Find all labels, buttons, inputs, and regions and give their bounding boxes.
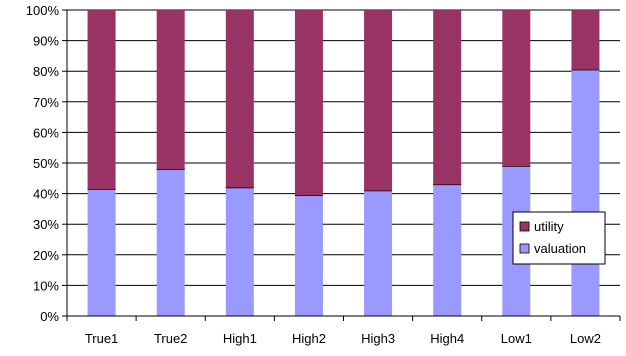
legend-box [512, 211, 606, 265]
legend-swatch-valuation [519, 243, 530, 254]
bar-segment-utility-Low2 [571, 10, 600, 70]
bar-segment-valuation-True1 [87, 189, 116, 316]
bar-segment-utility-Low1 [502, 10, 531, 167]
bar-segment-valuation-High2 [294, 195, 323, 316]
bar-segment-utility-High1 [225, 10, 254, 188]
x-tick-label: True1 [85, 331, 118, 346]
y-tick-label: 70% [33, 95, 59, 110]
bar-segment-utility-High4 [433, 10, 462, 185]
bar-segment-utility-High3 [364, 10, 393, 191]
bar-segment-valuation-True2 [156, 169, 185, 316]
x-tick-label: High1 [223, 331, 257, 346]
bar-segment-utility-True2 [156, 10, 185, 170]
bar-segment-valuation-Low2 [571, 69, 600, 316]
y-tick-label: 0% [40, 309, 59, 324]
y-tick-label: 90% [33, 34, 59, 49]
y-tick-label: 50% [33, 156, 59, 171]
y-tick-label: 10% [33, 278, 59, 293]
legend-label-valuation: valuation [534, 241, 586, 256]
y-axis-tick-labels: 0% 10% 20% 30% 40% 50% 60% 70% 80% 90% 100% [26, 3, 60, 324]
axes [62, 9, 621, 321]
y-tick-label: 20% [33, 248, 59, 263]
x-tick-label: High3 [361, 331, 395, 346]
y-tick-label: 30% [33, 217, 59, 232]
legend: utility valuation [512, 211, 606, 265]
y-tick-label: 40% [33, 187, 59, 202]
x-tick-label: Low2 [570, 331, 601, 346]
y-tick-label: 60% [33, 125, 59, 140]
gridlines [67, 9, 620, 317]
legend-label-utility: utility [534, 219, 564, 234]
x-tick-label: High4 [430, 331, 464, 346]
bar-segment-utility-High2 [294, 10, 323, 196]
x-tick-label: High2 [292, 331, 326, 346]
bars [87, 10, 600, 316]
x-tick-label: True2 [154, 331, 187, 346]
y-tick-label: 100% [26, 3, 60, 18]
y-tick-label: 80% [33, 64, 59, 79]
bar-segment-valuation-High3 [364, 190, 393, 316]
legend-swatch-utility [519, 221, 530, 232]
bar-segment-valuation-High1 [225, 187, 254, 316]
bar-segment-valuation-High4 [433, 184, 462, 316]
bar-segment-utility-True1 [87, 10, 116, 190]
x-tick-label: Low1 [501, 331, 532, 346]
x-axis-tick-labels: True1 True2 High1 High2 High3 High4 Low1 Low2 [85, 331, 601, 346]
